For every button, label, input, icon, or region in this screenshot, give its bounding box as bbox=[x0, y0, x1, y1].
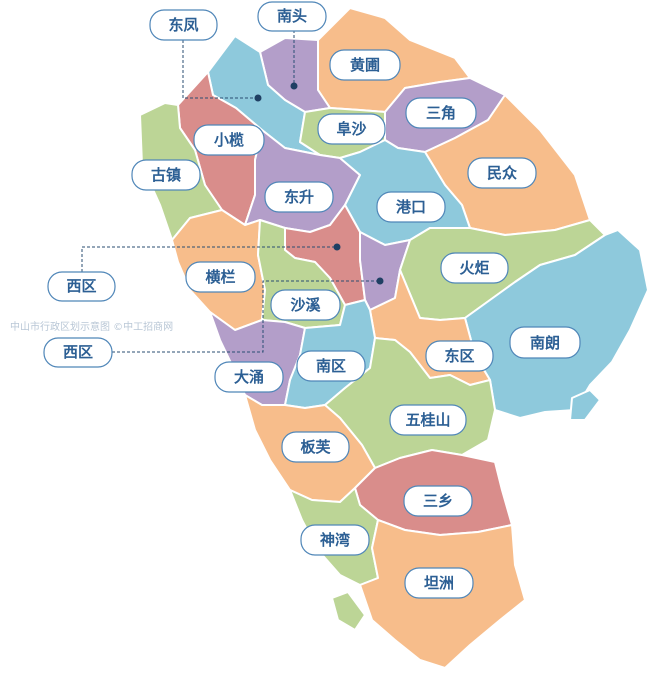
label-text-xiaolan: 小榄 bbox=[214, 131, 244, 149]
label-nantou[interactable]: 南头 bbox=[257, 1, 327, 32]
label-xiaolan[interactable]: 小榄 bbox=[193, 124, 265, 156]
label-text-fusha: 阜沙 bbox=[336, 120, 366, 138]
label-dongqu[interactable]: 东区 bbox=[425, 340, 494, 372]
label-shenwan[interactable]: 神湾 bbox=[300, 524, 370, 556]
label-huoju[interactable]: 火炬 bbox=[440, 252, 509, 284]
label-fusha[interactable]: 阜沙 bbox=[317, 113, 386, 145]
island-nanlang-coast bbox=[569, 389, 601, 421]
label-henglan[interactable]: 横栏 bbox=[185, 261, 256, 293]
label-text-nanqu: 南区 bbox=[316, 357, 346, 375]
leader-dongfeng bbox=[182, 40, 258, 99]
leader-xiqu-bottom bbox=[112, 280, 380, 353]
label-tanzhou[interactable]: 坦洲 bbox=[404, 567, 474, 599]
label-text-huangyuan: 黄圃 bbox=[350, 56, 380, 74]
label-text-gangkou: 港口 bbox=[396, 198, 426, 216]
label-huangyuan[interactable]: 黄圃 bbox=[329, 49, 401, 81]
label-dayong[interactable]: 大涌 bbox=[214, 361, 284, 393]
label-shaxi[interactable]: 沙溪 bbox=[270, 289, 341, 321]
label-banfu[interactable]: 板芙 bbox=[281, 431, 350, 463]
label-text-guzhen: 古镇 bbox=[151, 166, 181, 184]
label-text-sanxiang: 三乡 bbox=[423, 492, 453, 510]
label-guzhen[interactable]: 古镇 bbox=[131, 159, 201, 191]
label-nanqu[interactable]: 南区 bbox=[296, 350, 366, 382]
label-text-nantou: 南头 bbox=[277, 7, 307, 25]
label-sanxiang[interactable]: 三乡 bbox=[403, 485, 473, 517]
label-text-shenwan: 神湾 bbox=[320, 531, 350, 549]
watermark-text: 中山市行政区划示意图 ©中工招商网 bbox=[10, 320, 173, 333]
label-text-minzhong: 民众 bbox=[487, 164, 517, 182]
label-text-xiqu-top: 西区 bbox=[66, 277, 96, 295]
label-text-dongqu: 东区 bbox=[444, 347, 474, 365]
label-text-huoju: 火炬 bbox=[459, 259, 489, 277]
label-text-tanzhou: 坦洲 bbox=[424, 574, 454, 592]
label-text-sanjiao: 三角 bbox=[426, 104, 456, 122]
leader-dot-nantou bbox=[290, 82, 298, 90]
leader-dot-xiqu-top bbox=[333, 243, 341, 251]
label-xiqu-bottom[interactable]: 西区 bbox=[43, 337, 113, 368]
label-wuguishan[interactable]: 五桂山 bbox=[389, 404, 467, 436]
label-text-xiqu-bottom: 西区 bbox=[63, 343, 93, 361]
label-nanlang[interactable]: 南朗 bbox=[509, 326, 581, 359]
label-text-dongsheng: 东升 bbox=[284, 188, 314, 206]
label-dongsheng[interactable]: 东升 bbox=[264, 181, 334, 213]
leader-dot-dongfeng bbox=[254, 94, 262, 102]
label-text-nanlang: 南朗 bbox=[530, 334, 560, 352]
leader-lines bbox=[81, 30, 384, 353]
label-text-henglan: 横栏 bbox=[205, 268, 235, 286]
label-text-wuguishan: 五桂山 bbox=[405, 411, 450, 429]
district-labels: 东凤 南头 黄圃 三角 阜沙 小榄 民众 古镇 bbox=[43, 1, 581, 599]
label-gangkou[interactable]: 港口 bbox=[376, 191, 446, 223]
label-sanjiao[interactable]: 三角 bbox=[405, 97, 477, 129]
label-text-banfu: 板芙 bbox=[300, 438, 331, 456]
island-shenwan-coast bbox=[331, 591, 366, 631]
label-text-dayong: 大涌 bbox=[234, 368, 264, 386]
label-text-shaxi: 沙溪 bbox=[290, 296, 321, 314]
leader-xiqu-top bbox=[81, 246, 337, 272]
label-xiqu-top[interactable]: 西区 bbox=[47, 271, 116, 302]
label-dongfeng[interactable]: 东凤 bbox=[149, 9, 218, 41]
label-minzhong[interactable]: 民众 bbox=[467, 157, 537, 189]
label-text-dongfeng: 东凤 bbox=[168, 16, 198, 34]
leader-dot-xiqu-bottom bbox=[376, 277, 384, 285]
